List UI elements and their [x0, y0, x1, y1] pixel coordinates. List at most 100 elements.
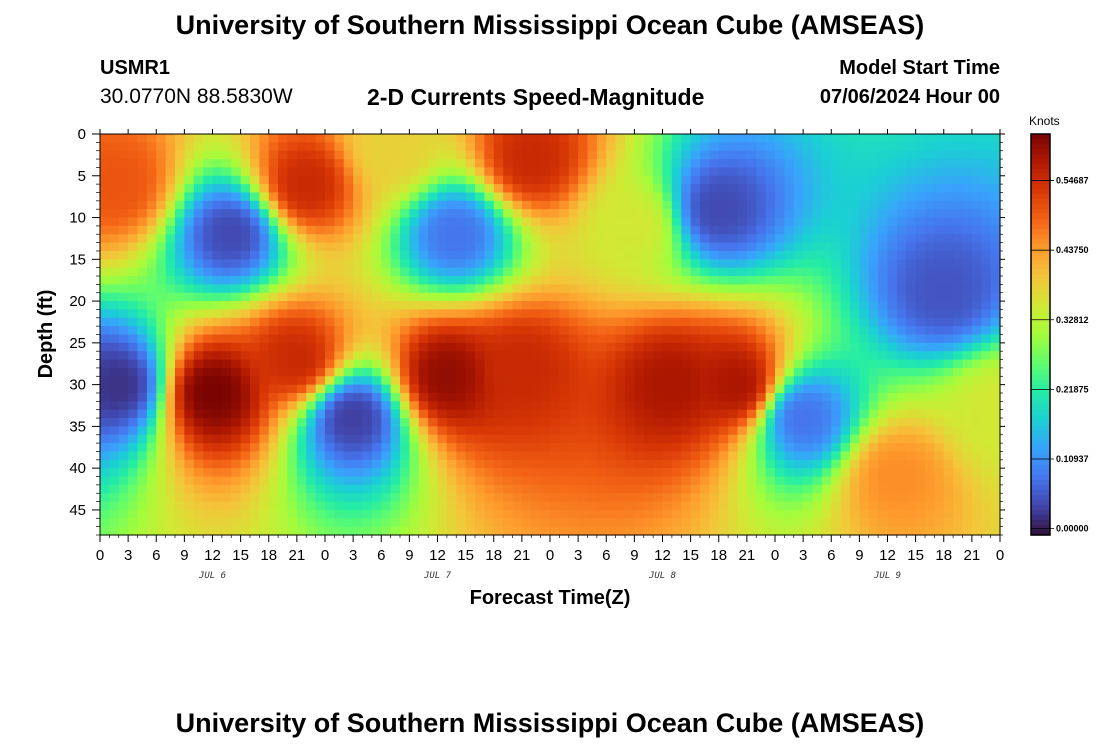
heatmap-cell [128, 225, 139, 235]
heatmap-cell [475, 276, 485, 285]
heatmap-cell [137, 451, 148, 461]
heatmap-cell [868, 242, 879, 252]
heatmap-cell [568, 292, 579, 302]
heatmap-cell [643, 242, 654, 252]
heatmap-cell [100, 150, 110, 160]
heatmap-cell [587, 317, 598, 327]
heatmap-cell [240, 418, 251, 427]
heatmap-cell [287, 367, 298, 377]
heatmap-cell [465, 142, 476, 152]
heatmap-cell [212, 175, 223, 185]
heatmap-cell [109, 184, 120, 194]
heatmap-cell [118, 401, 129, 411]
heatmap-cell [925, 443, 935, 453]
heatmap-cell [559, 468, 570, 478]
heatmap-cell [381, 468, 392, 478]
heatmap-cell [400, 501, 410, 511]
heatmap-cell [850, 468, 860, 478]
heatmap-cell [212, 342, 223, 352]
heatmap-cell [831, 426, 842, 436]
heatmap-cell [700, 376, 710, 386]
heatmap-cell [334, 159, 345, 169]
heatmap-cell [371, 384, 382, 394]
heatmap-cell [803, 401, 814, 411]
heatmap-cell [193, 518, 204, 528]
heatmap-cell [100, 392, 110, 402]
heatmap-cell [709, 317, 720, 327]
heatmap-cell [521, 384, 532, 394]
heatmap-cell [728, 468, 739, 478]
heatmap-cell [690, 359, 701, 369]
heatmap-cell [165, 192, 176, 202]
heatmap-cell [296, 259, 307, 269]
heatmap-cell [278, 134, 289, 143]
heatmap-cell [634, 509, 645, 519]
heatmap-cell [446, 217, 457, 227]
heatmap-cell [437, 309, 448, 319]
heatmap-cell [878, 426, 889, 436]
heatmap-cell [371, 301, 382, 311]
heatmap-cell [175, 334, 185, 344]
heatmap-cell [268, 175, 279, 185]
heatmap-cell [465, 476, 476, 486]
heatmap-cell [531, 409, 542, 419]
heatmap-cell [850, 518, 860, 528]
heatmap-cell [643, 401, 654, 411]
heatmap-cell [184, 150, 195, 160]
heatmap-cell [653, 259, 664, 269]
heatmap-cell [784, 367, 795, 377]
heatmap-cell [953, 209, 964, 219]
heatmap-cell [990, 376, 1001, 386]
heatmap-cell [540, 392, 551, 402]
heatmap-cell [400, 401, 410, 411]
heatmap-cell [278, 434, 289, 444]
heatmap-cell [878, 225, 889, 235]
heatmap-cell [250, 284, 260, 294]
heatmap-cell [540, 276, 551, 285]
heatmap-cell [540, 134, 551, 143]
heatmap-cell [428, 451, 439, 461]
heatmap-cell [793, 175, 804, 185]
heatmap-cell [700, 175, 710, 185]
heatmap-cell [728, 192, 739, 202]
heatmap-cell [512, 259, 523, 269]
heatmap-cell [231, 509, 242, 519]
heatmap-cell [362, 401, 373, 411]
heatmap-cell [681, 192, 692, 202]
heatmap-cell [325, 367, 335, 377]
heatmap-cell [371, 501, 382, 511]
heatmap-cell [109, 409, 120, 419]
heatmap-cell [887, 384, 898, 394]
heatmap-cell [653, 309, 664, 319]
heatmap-cell [765, 259, 776, 269]
heatmap-cell [296, 484, 307, 494]
x-axis-title: Forecast Time(Z) [470, 587, 631, 609]
heatmap-cell [915, 284, 926, 294]
heatmap-cell [859, 167, 870, 177]
heatmap-cell [859, 426, 870, 436]
heatmap-cell [756, 159, 767, 169]
heatmap-cell [934, 409, 945, 419]
heatmap-cell [859, 342, 870, 352]
heatmap-cell [953, 326, 964, 336]
heatmap-cell [690, 443, 701, 453]
heatmap-cell [493, 509, 504, 519]
heatmap-cell [325, 259, 335, 269]
heatmap-cell [765, 476, 776, 486]
heatmap-cell [531, 292, 542, 302]
heatmap-cell [231, 351, 242, 361]
heatmap-cell [615, 250, 626, 260]
heatmap-cell [728, 317, 739, 327]
heatmap-cell [184, 326, 195, 336]
heatmap-cell [296, 409, 307, 419]
heatmap-cell [306, 134, 317, 143]
heatmap-cell [596, 459, 607, 469]
heatmap-cell [840, 292, 851, 302]
x-tick-label: 9 [630, 547, 638, 564]
heatmap-cell [128, 459, 139, 469]
heatmap-cell [390, 326, 401, 336]
heatmap-cell [156, 418, 167, 427]
heatmap-cell [690, 392, 701, 402]
heatmap-cell [493, 384, 504, 394]
heatmap-cell [587, 234, 598, 244]
